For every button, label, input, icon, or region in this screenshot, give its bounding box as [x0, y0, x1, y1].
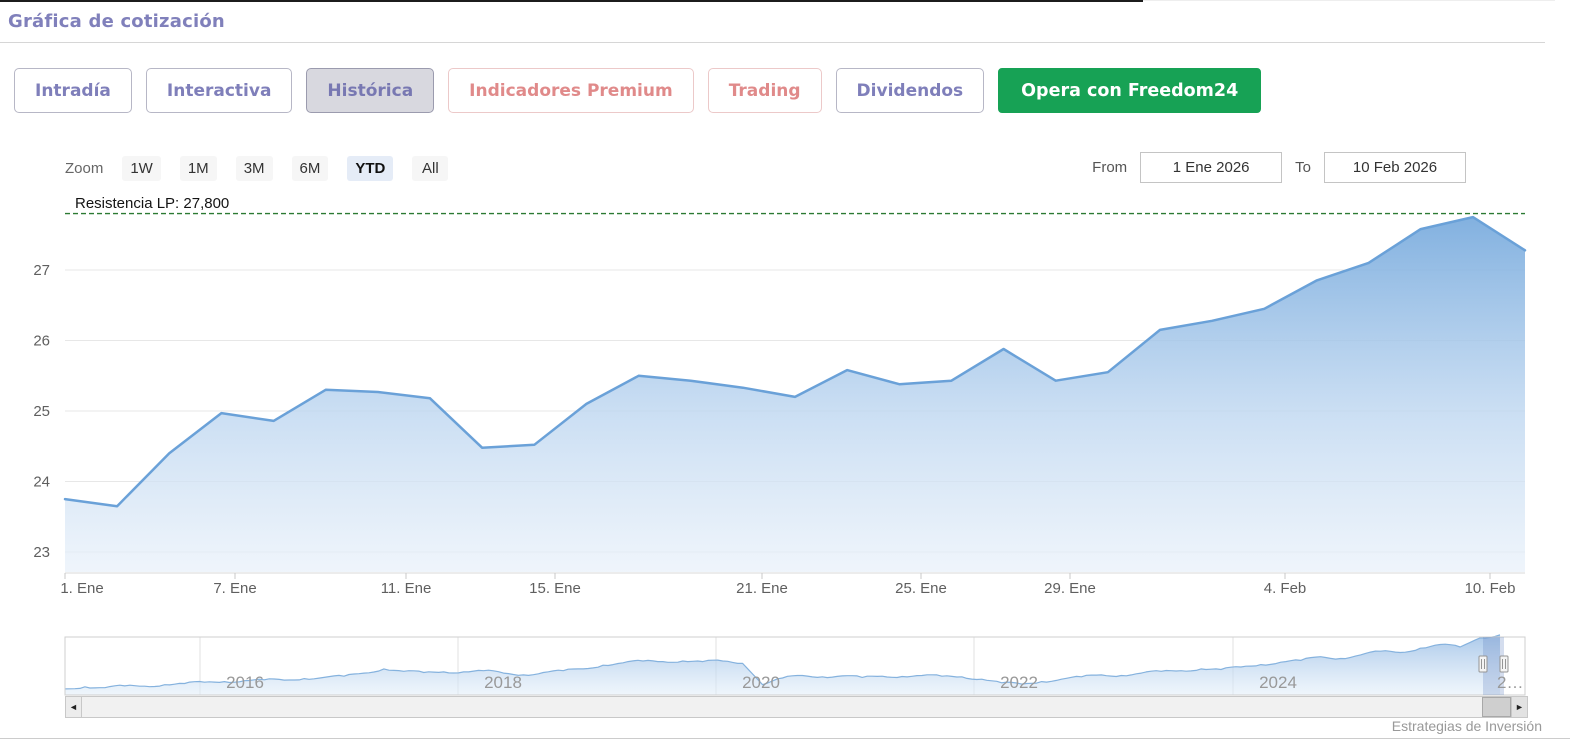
scrollbar[interactable]: ◄ ►	[65, 696, 1528, 718]
navigator-line	[64, 634, 1501, 690]
zoom-button-3m[interactable]: 3M	[235, 155, 273, 181]
page-title: Gráfica de cotización	[8, 11, 225, 32]
navigator-year-label: 2024	[1259, 673, 1297, 692]
y-axis-label: 26	[33, 333, 50, 350]
navigator-year-label: 2018	[484, 673, 522, 692]
x-axis-label: 4. Feb	[1264, 580, 1307, 597]
brand-text: Estrategias de Inversión	[1391, 718, 1542, 734]
chart-type-tabs: Intradía Interactiva Histórica Indicador…	[14, 68, 1262, 113]
from-label: From	[1092, 159, 1128, 176]
x-axis-label: 7. Ene	[213, 580, 256, 597]
navigator-year-label: 2022	[1000, 673, 1038, 692]
y-axis-label: 23	[33, 544, 50, 561]
freedom24-cta-button[interactable]: Opera con Freedom24	[998, 68, 1262, 113]
price-line	[63, 215, 1527, 508]
tab-historica[interactable]: Histórica	[306, 68, 435, 113]
left-arrow-icon: ◄	[69, 702, 78, 712]
x-axis-label: 1. Ene	[60, 580, 103, 597]
zoom-label: Zoom	[65, 159, 104, 177]
handle-grip	[1499, 655, 1509, 673]
navigator-year-label: 2020	[742, 673, 780, 692]
tab-indicadores-premium[interactable]: Indicadores Premium	[448, 68, 694, 113]
top-border-light	[1143, 0, 1555, 1]
tab-intradia[interactable]: Intradía	[14, 68, 132, 113]
price-series	[63, 215, 1527, 572]
zoom-button-all[interactable]: All	[412, 155, 449, 181]
zoom-button-1w[interactable]: 1W	[122, 155, 161, 181]
bottom-border	[0, 738, 1570, 739]
scrollbar-left-button[interactable]: ◄	[65, 696, 82, 718]
zoom-button-ytd[interactable]: YTD	[347, 155, 394, 181]
scrollbar-thumb[interactable]	[1482, 697, 1511, 717]
x-axis-label: 15. Ene	[529, 580, 581, 597]
scrollbar-right-button[interactable]: ►	[1511, 696, 1528, 718]
price-area	[65, 217, 1525, 572]
from-date-input[interactable]	[1140, 152, 1283, 183]
navigator-handle-left[interactable]	[1478, 655, 1488, 673]
y-axis-label: 24	[33, 474, 50, 491]
navigator[interactable]: 2016 2018 2020 2022 2024 2…	[64, 634, 1526, 696]
x-axis-label: 25. Ene	[895, 580, 947, 597]
axis-labels: 23 24 25 26 27 1. Ene 7. Ene 11. Ene 15. Ene 21. …	[33, 262, 1515, 597]
x-axis-label: 21. Ene	[736, 580, 788, 597]
title-divider	[0, 42, 1545, 43]
navigator-overflow-label: 2…	[1497, 673, 1523, 692]
handle-grip	[1478, 655, 1488, 673]
top-border	[0, 0, 1143, 2]
navigator-handle-right[interactable]	[1499, 655, 1509, 673]
to-label: To	[1295, 159, 1311, 176]
right-arrow-icon: ►	[1515, 702, 1524, 712]
scrollbar-track[interactable]	[65, 696, 1528, 718]
tab-interactiva[interactable]: Interactiva	[145, 68, 293, 113]
navigator-border	[64, 636, 1526, 696]
zoom-button-6m[interactable]: 6M	[291, 155, 329, 181]
x-axis-label: 29. Ene	[1044, 580, 1096, 597]
date-range-inputs: From To	[1092, 152, 1466, 183]
zoom-button-1m[interactable]: 1M	[179, 155, 217, 181]
tab-dividendos[interactable]: Dividendos	[835, 68, 985, 113]
tab-trading[interactable]: Trading	[707, 68, 822, 113]
x-axis-label: 10. Feb	[1465, 580, 1516, 597]
resistance-annotation-label: Resistencia LP: 27,800	[75, 195, 230, 212]
navigator-year-label: 2016	[226, 673, 264, 692]
range-selector: Zoom 1W 1M 3M 6M YTD All	[65, 154, 449, 182]
navigator-area	[65, 634, 1500, 695]
navigator-selected-range	[1483, 637, 1504, 695]
y-axis-label: 25	[33, 403, 50, 420]
to-date-input[interactable]	[1324, 152, 1466, 183]
y-axis-label: 27	[33, 262, 50, 279]
x-axis-label: 11. Ene	[381, 580, 432, 597]
